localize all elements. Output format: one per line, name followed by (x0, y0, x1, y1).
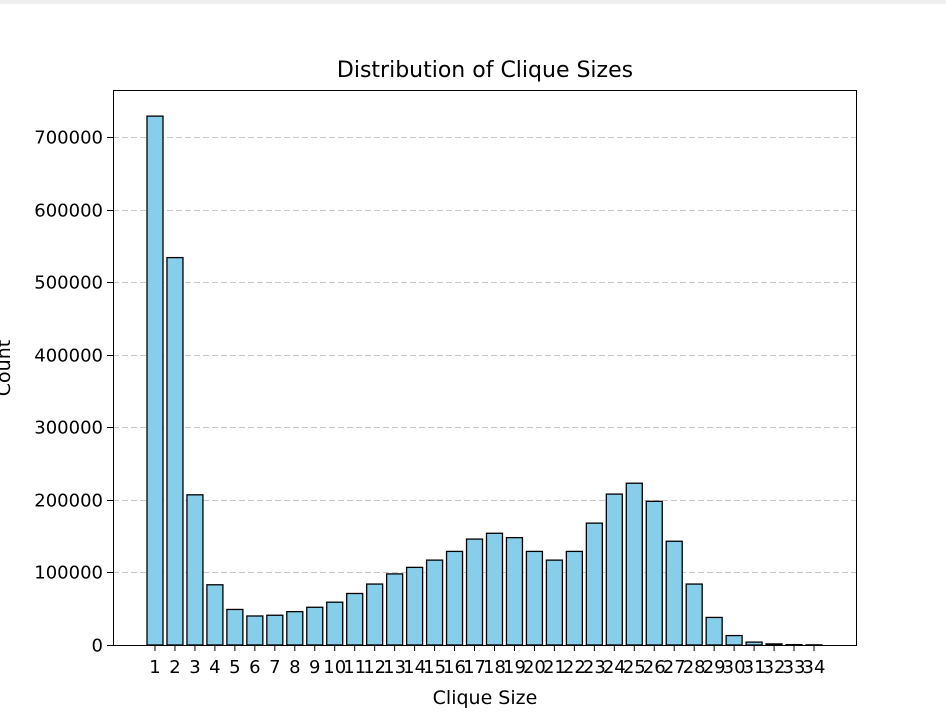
x-tick-label: 33 (783, 657, 806, 678)
bar-20 (525, 550, 544, 646)
x-tick-label: 22 (563, 657, 586, 678)
x-axis: 1 2 3 4 5 6 7 8 9 1011121314151617181920212223242… (149, 645, 825, 678)
bar-6 (246, 615, 264, 646)
x-tick-label: 25 (623, 657, 646, 678)
bar-12 (366, 583, 384, 646)
bar-32 (765, 643, 783, 646)
y-axis-label: Count (0, 340, 15, 396)
x-tick-label: 1 (149, 657, 160, 678)
bar-5 (226, 608, 244, 646)
x-tick-label: 15 (423, 657, 446, 678)
x-tick-label: 17 (463, 657, 486, 678)
bar-27 (665, 540, 683, 646)
y-tick-label: 400000 (34, 346, 103, 367)
bar-11 (346, 592, 364, 646)
x-tick-label: 3 (189, 657, 200, 678)
bar-25 (625, 482, 643, 646)
bar-15 (425, 559, 444, 646)
x-tick-label: 24 (603, 657, 626, 678)
bar-1 (146, 115, 164, 646)
x-tick-label: 4 (209, 657, 220, 678)
bar-30 (725, 634, 743, 646)
bar-2 (166, 256, 184, 646)
bar-24 (605, 493, 623, 646)
x-tick-label: 30 (723, 657, 746, 678)
x-tick-label: 26 (643, 657, 666, 678)
x-tick-label: 21 (543, 657, 566, 678)
bar-19 (505, 536, 524, 646)
x-tick-label: 29 (703, 657, 726, 678)
bars-layer (146, 115, 823, 646)
chart-title: Distribution of Clique Sizes (337, 58, 633, 83)
bar-14 (405, 566, 424, 646)
bar-31 (745, 641, 763, 646)
x-tick-label: 13 (383, 657, 406, 678)
plot-frame (113, 90, 857, 646)
x-axis-label: Clique Size (433, 687, 538, 709)
x-tick-label: 18 (483, 657, 506, 678)
x-tick-label: 8 (289, 657, 300, 678)
bar-28 (685, 583, 703, 646)
bar-4 (206, 584, 224, 646)
x-tick-label: 31 (743, 657, 766, 678)
bar-8 (286, 610, 304, 646)
x-tick-label: 9 (309, 657, 320, 678)
bar-26 (645, 500, 663, 646)
y-tick-label: 0 (92, 636, 103, 657)
bar-22 (565, 550, 584, 646)
x-tick-label: 14 (403, 657, 426, 678)
bar-3 (186, 494, 204, 646)
y-tick-label: 100000 (34, 563, 103, 584)
bar-18 (485, 532, 504, 646)
x-tick-label: 19 (503, 657, 526, 678)
x-tick-label: 5 (229, 657, 240, 678)
y-tick-label: 200000 (34, 491, 103, 512)
y-tick-label: 500000 (34, 273, 103, 294)
x-tick-label: 6 (249, 657, 260, 678)
x-tick-label: 23 (583, 657, 606, 678)
x-tick-label: 2 (169, 657, 180, 678)
y-axis: 0 100000 200000 300000 400000 500000 600000 700… (34, 128, 113, 657)
x-tick-label: 11 (343, 657, 366, 678)
bar-23 (585, 522, 603, 646)
x-tick-label: 27 (663, 657, 686, 678)
x-tick-label: 12 (363, 657, 386, 678)
bar-16 (445, 550, 464, 646)
y-tick-label: 300000 (34, 418, 103, 439)
y-tick-label: 700000 (34, 128, 103, 149)
bar-13 (385, 573, 404, 646)
grid-layer (113, 137, 856, 573)
x-tick-label: 7 (269, 657, 280, 678)
bar-29 (705, 616, 723, 646)
x-tick-label: 28 (683, 657, 706, 678)
bar-9 (306, 606, 324, 646)
bar-10 (326, 601, 344, 646)
y-tick-label: 600000 (34, 201, 103, 222)
x-tick-label: 32 (763, 657, 786, 678)
x-tick-label: 34 (803, 657, 826, 678)
top-strip (0, 0, 946, 4)
x-tick-label: 16 (443, 657, 466, 678)
bar-21 (545, 559, 564, 646)
bar-17 (465, 538, 484, 646)
x-tick-label: 10 (323, 657, 346, 678)
x-tick-label: 20 (523, 657, 546, 678)
bar-7 (266, 614, 284, 646)
